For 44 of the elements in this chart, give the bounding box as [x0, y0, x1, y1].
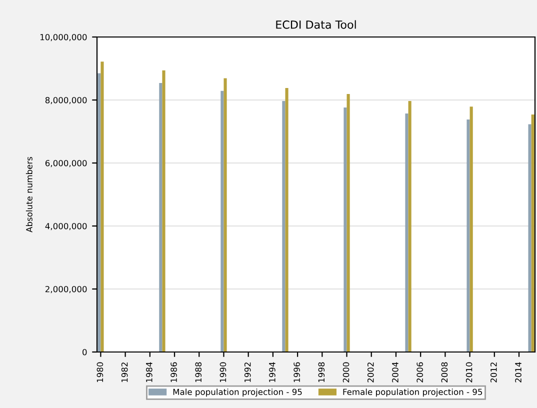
bar [98, 73, 101, 352]
x-tick-label: 1992 [244, 362, 251, 382]
x-tick-label: 1998 [318, 362, 325, 382]
x-tick-label: 2010 [466, 362, 472, 382]
bar [344, 108, 347, 352]
x-tick-label: 2014 [515, 362, 522, 382]
bar [346, 94, 350, 352]
x-tick-label: 1982 [121, 362, 128, 382]
bar [159, 82, 162, 352]
legend-label: Male population projection - 95 [173, 388, 302, 397]
x-tick-label: 1990 [220, 362, 226, 382]
x-tick-label: 1996 [294, 362, 300, 382]
y-tick-label: 4,000,000 [45, 222, 87, 230]
bar [466, 120, 470, 352]
chart-title: ECDI Data Tool [276, 20, 356, 29]
x-tick-label: 2008 [441, 362, 448, 382]
y-axis-title: Absolute numbers [26, 156, 32, 232]
x-tick-label: 1988 [195, 362, 202, 382]
y-tick-label: 10,000,000 [40, 34, 87, 42]
x-tick-label: 2004 [392, 362, 398, 382]
bar [531, 114, 534, 352]
y-tick-label: 8,000,000 [45, 96, 87, 104]
y-tick-label: 2,000,000 [45, 286, 87, 294]
bar [224, 78, 227, 352]
x-tick-label: 2000 [342, 362, 350, 382]
x-tick-label: 1980 [96, 362, 104, 382]
bar [528, 124, 532, 352]
x-tick-label: 1986 [170, 362, 177, 382]
legend-label: Female population projection - 95 [343, 388, 482, 397]
y-tick-label: 0 [82, 348, 87, 356]
bar [220, 90, 224, 352]
x-tick-label: 1994 [269, 362, 276, 382]
bar [470, 106, 473, 352]
x-tick-label: 2006 [416, 362, 423, 382]
bar [282, 100, 286, 352]
x-tick-label: 1984 [146, 362, 152, 382]
bar [100, 62, 104, 352]
x-tick-label: 2012 [490, 362, 497, 382]
bar [162, 70, 166, 352]
bar [285, 88, 288, 352]
x-tick-label: 2002 [367, 362, 374, 382]
bar [408, 100, 412, 352]
y-tick-label: 6,000,000 [45, 160, 87, 168]
bar [405, 114, 408, 352]
